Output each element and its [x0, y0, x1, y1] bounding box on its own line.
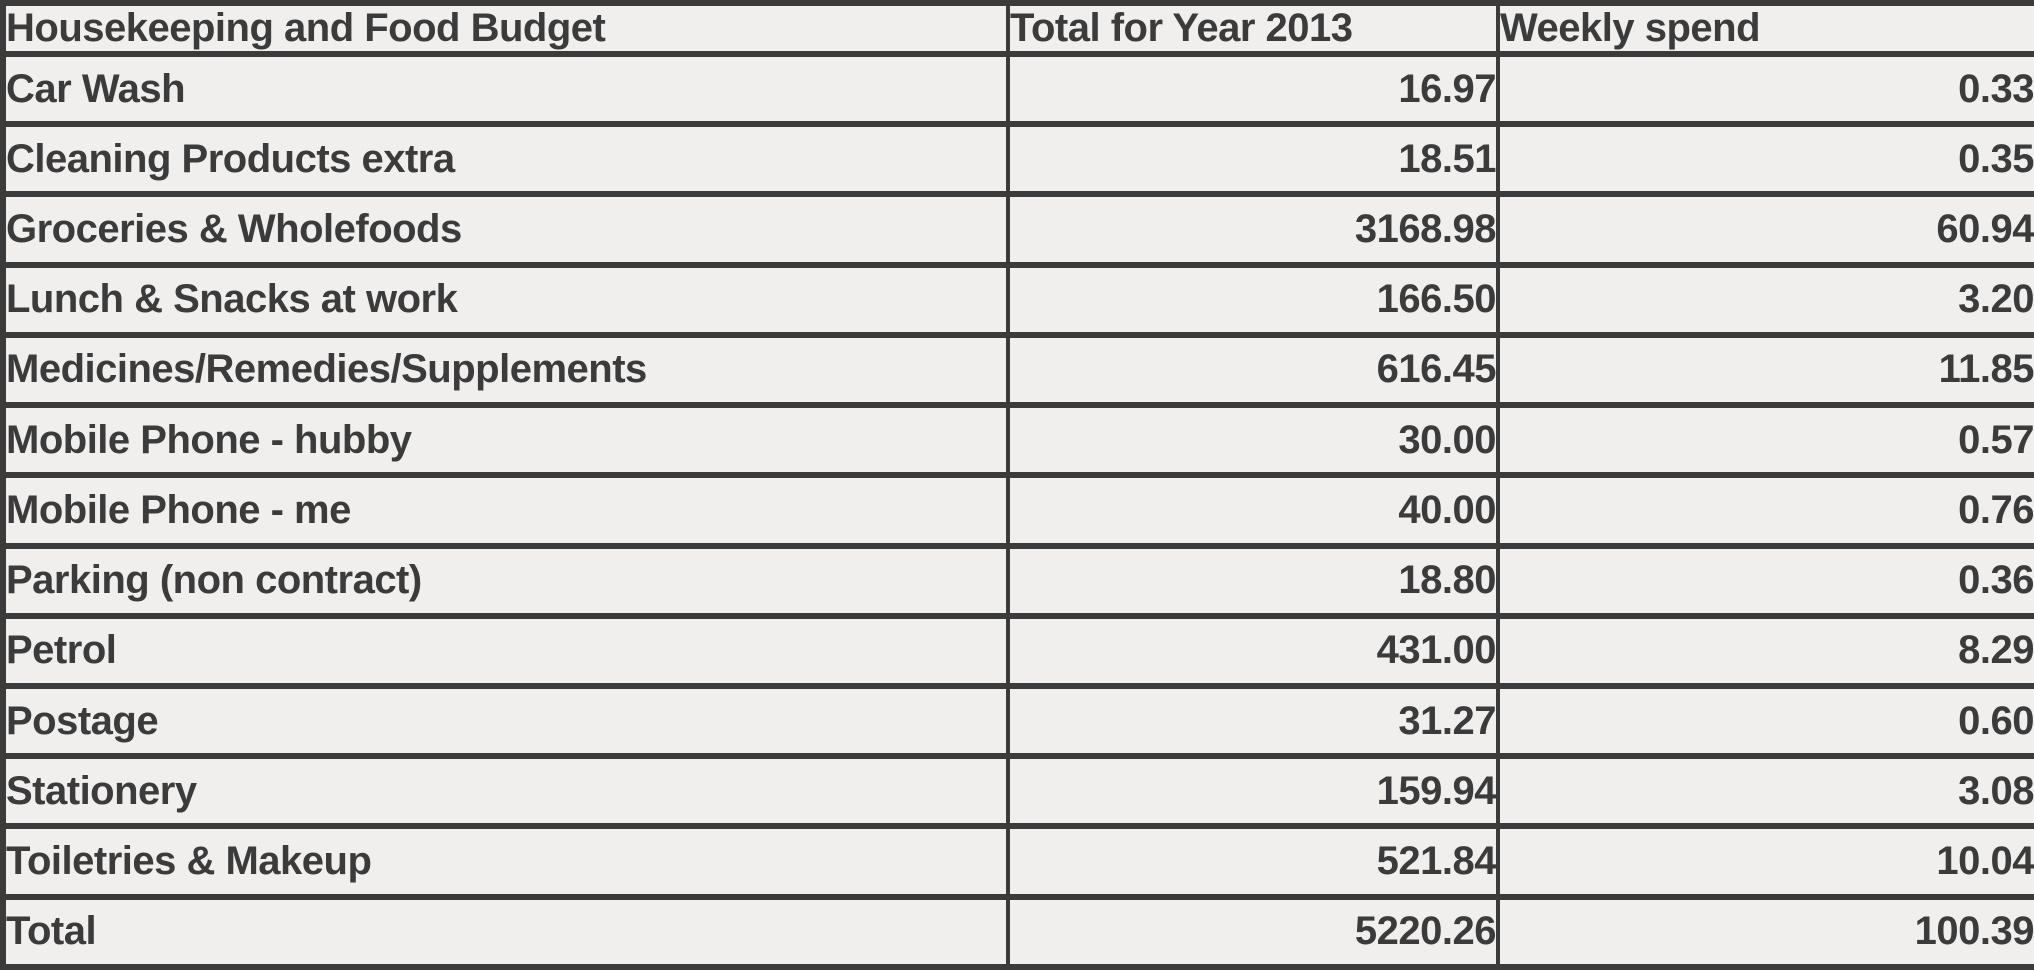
table-row: Petrol 431.00 8.29	[1, 612, 2034, 689]
header-category: Housekeeping and Food Budget	[1, 0, 1010, 57]
total-year-cell: 431.00	[1006, 612, 1500, 689]
total-year-cell: 166.50	[1006, 261, 1500, 338]
row-category: Mobile Phone - me	[1, 472, 1010, 549]
weekly-spend-cell: 11.85	[1496, 331, 2034, 409]
table-row: Car Wash 16.97 0.33	[1, 50, 2034, 128]
row-category: Medicines/Remedies/Supplements	[1, 331, 1010, 409]
row-category: Car Wash	[1, 50, 1010, 128]
total-year-cell: 40.00	[1006, 472, 1500, 549]
row-category: Petrol	[1, 612, 1010, 689]
total-year-cell: 30.00	[1006, 402, 1500, 479]
table-row: Mobile Phone - me 40.00 0.76	[1, 472, 2034, 549]
table-row: Toiletries & Makeup 521.84 10.04	[1, 823, 2034, 900]
total-row: Total 5220.26 100.39	[1, 893, 2034, 970]
weekly-spend-cell: 8.29	[1496, 612, 2034, 689]
total-year-cell: 521.84	[1006, 823, 1500, 900]
weekly-spend-cell: 10.04	[1496, 823, 2034, 900]
weekly-spend-cell: 0.36	[1496, 542, 2034, 619]
table-row: Cleaning Products extra 18.51 0.35	[1, 121, 2034, 198]
row-category: Postage	[1, 682, 1010, 760]
header-total-year: Total for Year 2013	[1006, 0, 1500, 57]
total-year-cell: 3168.98	[1006, 191, 1500, 268]
total-year-cell: 5220.26	[1006, 893, 1500, 970]
table-row: Stationery 159.94 3.08	[1, 753, 2034, 830]
table-row: Mobile Phone - hubby 30.00 0.57	[1, 402, 2034, 479]
row-category: Parking (non contract)	[1, 542, 1010, 619]
total-year-cell: 616.45	[1006, 331, 1500, 409]
table-row: Groceries & Wholefoods 3168.98 60.94	[1, 191, 2034, 268]
weekly-spend-cell: 0.60	[1496, 682, 2034, 760]
row-category: Stationery	[1, 753, 1010, 830]
weekly-spend-cell: 3.20	[1496, 261, 2034, 338]
weekly-spend-cell: 3.08	[1496, 753, 2034, 830]
weekly-spend-cell: 0.76	[1496, 472, 2034, 549]
table-row: Parking (non contract) 18.80 0.36	[1, 542, 2034, 619]
total-year-cell: 18.80	[1006, 542, 1500, 619]
weekly-spend-cell: 60.94	[1496, 191, 2034, 268]
weekly-spend-cell: 0.33	[1496, 50, 2034, 128]
row-category: Toiletries & Makeup	[1, 823, 1010, 900]
total-year-cell: 31.27	[1006, 682, 1500, 760]
row-category: Total	[1, 893, 1010, 970]
table-row: Lunch & Snacks at work 166.50 3.20	[1, 261, 2034, 338]
row-category: Lunch & Snacks at work	[1, 261, 1010, 338]
weekly-spend-cell: 0.35	[1496, 121, 2034, 198]
row-category: Cleaning Products extra	[1, 121, 1010, 198]
table-row: Postage 31.27 0.60	[1, 682, 2034, 760]
row-category: Mobile Phone - hubby	[1, 402, 1010, 479]
header-weekly-spend: Weekly spend	[1496, 0, 2034, 57]
header-row: Housekeeping and Food Budget Total for Y…	[1, 0, 2034, 57]
table-body: Car Wash 16.97 0.33 Cleaning Products extra…	[1, 50, 2034, 970]
total-year-cell: 16.97	[1006, 50, 1500, 128]
table-row: Medicines/Remedies/Supplements 616.45 11.8…	[1, 331, 2034, 409]
total-year-cell: 18.51	[1006, 121, 1500, 198]
weekly-spend-cell: 0.57	[1496, 402, 2034, 479]
row-category: Groceries & Wholefoods	[1, 191, 1010, 268]
total-year-cell: 159.94	[1006, 753, 1500, 830]
weekly-spend-cell: 100.39	[1496, 893, 2034, 970]
